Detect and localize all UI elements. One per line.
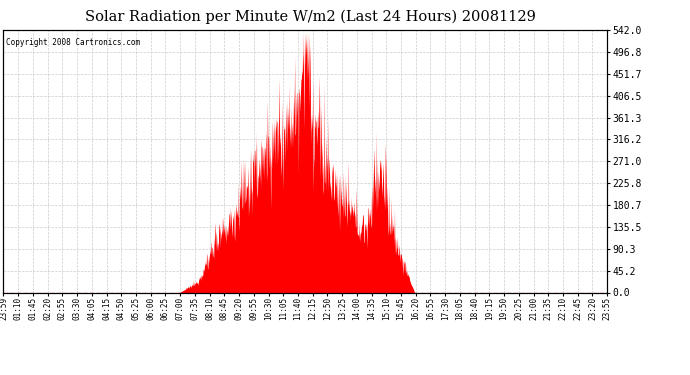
Text: Copyright 2008 Cartronics.com: Copyright 2008 Cartronics.com [6,38,141,47]
Text: Solar Radiation per Minute W/m2 (Last 24 Hours) 20081129: Solar Radiation per Minute W/m2 (Last 24… [85,9,536,24]
